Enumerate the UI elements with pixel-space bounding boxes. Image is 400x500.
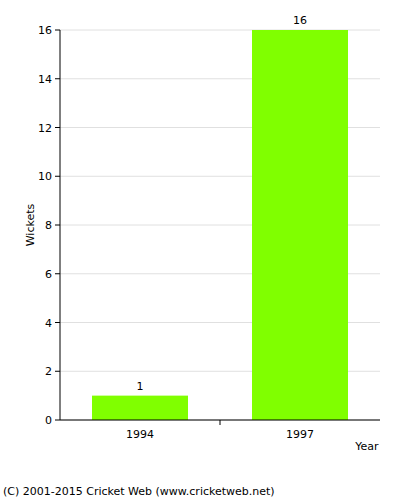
x-tick-label: 1997 (286, 428, 314, 441)
y-tick-label: 6 (45, 268, 52, 281)
y-tick (55, 322, 60, 323)
y-tick (55, 127, 60, 128)
y-tick (55, 371, 60, 372)
bars (92, 30, 348, 420)
y-tick (55, 225, 60, 226)
y-tick (55, 30, 60, 31)
y-axis-title: Wickets (24, 203, 37, 246)
y-tick-label: 14 (38, 73, 52, 86)
y-tick-label: 12 (38, 122, 52, 135)
data-label: 16 (293, 14, 307, 27)
bar (92, 396, 188, 420)
data-label: 1 (137, 380, 144, 393)
background (0, 0, 400, 500)
y-tick-label: 4 (45, 317, 52, 330)
footer-note: (C) 2001-2015 Cricket Web (www.cricketwe… (3, 485, 275, 498)
y-tick-label: 16 (38, 24, 52, 37)
y-tick-label: 2 (45, 365, 52, 378)
chart-container: 0 2 4 6 8 10 12 14 16 1 16 1994 1997 Year Wickets (C) 2… (0, 0, 400, 500)
x-tick (220, 420, 221, 425)
y-axis (60, 30, 61, 420)
y-tick-label: 0 (45, 414, 52, 427)
bar (252, 30, 348, 420)
y-tick-label: 10 (38, 170, 52, 183)
y-tick (55, 78, 60, 79)
chart-svg: 0 2 4 6 8 10 12 14 16 1 16 1994 1997 Year Wickets (C) 2… (0, 0, 400, 500)
x-axis-title: Year (354, 440, 379, 453)
x-tick-label: 1994 (126, 428, 154, 441)
y-tick (55, 273, 60, 274)
y-tick-label: 8 (45, 219, 52, 232)
y-tick (55, 176, 60, 177)
y-tick (55, 420, 60, 421)
